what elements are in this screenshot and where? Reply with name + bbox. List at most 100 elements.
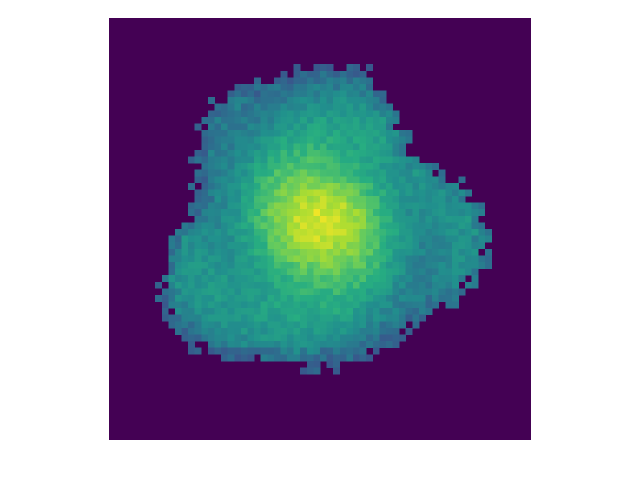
heatmap-pixel (201, 294, 209, 302)
heatmap-pixel (320, 281, 327, 289)
heatmap-pixel (273, 347, 281, 355)
heatmap-pixel (359, 156, 367, 164)
heatmap-pixel (359, 176, 367, 184)
heatmap-pixel (313, 189, 321, 197)
heatmap-pixel (320, 116, 327, 124)
heatmap-pixel (320, 156, 327, 164)
heatmap-pixel (320, 123, 327, 131)
heatmap-pixel (465, 261, 473, 269)
heatmap-pixel (346, 196, 354, 204)
heatmap-pixel (313, 70, 321, 78)
heatmap-pixel (405, 268, 413, 276)
heatmap-pixel (359, 261, 367, 269)
heatmap-pixel (168, 248, 176, 256)
heatmap-pixel (207, 123, 215, 131)
heatmap-pixel (240, 182, 248, 190)
heatmap-pixel (260, 103, 268, 111)
heatmap-pixel (313, 103, 321, 111)
heatmap-pixel (418, 222, 426, 230)
heatmap-pixel (280, 77, 288, 85)
heatmap-pixel (207, 294, 215, 302)
heatmap-pixel (260, 189, 268, 197)
heatmap-pixel (227, 209, 235, 217)
heatmap-pixel (188, 222, 196, 230)
heatmap-pixel (221, 176, 229, 184)
heatmap-pixel (359, 97, 367, 105)
heatmap-pixel (300, 255, 308, 263)
heatmap-pixel (412, 222, 420, 230)
heatmap-pixel (221, 189, 229, 197)
heatmap-pixel (260, 268, 268, 276)
heatmap-pixel (306, 163, 314, 171)
heatmap-pixel (359, 116, 367, 124)
heatmap-pixel (188, 229, 196, 236)
heatmap-pixel (234, 308, 242, 316)
heatmap-pixel (254, 90, 262, 98)
heatmap-pixel (207, 136, 215, 144)
heatmap-pixel (247, 268, 255, 276)
heatmap-pixel (227, 143, 235, 151)
heatmap-pixel (221, 327, 229, 335)
heatmap-pixel (320, 196, 327, 204)
heatmap-pixel (313, 314, 321, 322)
heatmap-pixel (207, 334, 215, 342)
heatmap-pixel (352, 301, 360, 309)
heatmap-pixel (201, 229, 209, 236)
heatmap-pixel (207, 229, 215, 236)
heatmap-pixel (300, 229, 308, 236)
heatmap-pixel (188, 288, 196, 296)
heatmap-pixel (201, 255, 209, 263)
heatmap-pixel (254, 149, 262, 157)
heatmap-pixel (366, 268, 374, 276)
heatmap-pixel (234, 97, 242, 105)
heatmap-pixel (359, 268, 367, 276)
heatmap-pixel (346, 110, 354, 118)
heatmap-pixel (372, 334, 380, 342)
heatmap-pixel (346, 327, 354, 335)
heatmap-pixel (352, 182, 360, 190)
heatmap-pixel (300, 341, 308, 349)
heatmap-pixel (379, 202, 387, 210)
heatmap-pixel (273, 83, 281, 91)
heatmap-pixel (379, 143, 387, 151)
heatmap-pixel (445, 288, 453, 296)
heatmap-pixel (326, 163, 334, 171)
heatmap-pixel (273, 123, 281, 131)
heatmap-pixel (333, 136, 341, 144)
heatmap-pixel (260, 209, 268, 217)
heatmap-pixel (247, 149, 255, 157)
heatmap-pixel (412, 209, 420, 217)
heatmap-pixel (254, 275, 262, 283)
heatmap-pixel (445, 196, 453, 204)
heatmap-pixel (392, 334, 400, 342)
heatmap-pixel (161, 275, 169, 283)
heatmap-pixel (227, 130, 235, 138)
heatmap-pixel (425, 235, 433, 243)
heatmap-pixel (201, 143, 209, 151)
heatmap-pixel (372, 209, 380, 217)
heatmap-pixel (313, 301, 321, 309)
heatmap-pixel (478, 261, 486, 269)
heatmap-pixel (300, 281, 308, 289)
heatmap-pixel (320, 294, 327, 302)
heatmap-pixel (293, 327, 301, 335)
heatmap-pixel (346, 64, 354, 72)
heatmap-pixel (287, 77, 295, 85)
heatmap-pixel (207, 202, 215, 210)
heatmap-pixel (188, 294, 196, 302)
heatmap-pixel (221, 103, 229, 111)
heatmap-pixel (313, 229, 321, 236)
heatmap-pixel (392, 143, 400, 151)
heatmap-pixel (300, 169, 308, 177)
heatmap-pixel (445, 281, 453, 289)
heatmap-pixel (227, 301, 235, 309)
heatmap-pixel (280, 321, 288, 329)
heatmap-pixel (267, 288, 275, 296)
heatmap-pixel (207, 341, 215, 349)
heatmap-pixel (326, 327, 334, 335)
heatmap-pixel (320, 354, 327, 362)
heatmap-pixel (372, 229, 380, 236)
heatmap-pixel (339, 268, 347, 276)
heatmap-pixel (366, 196, 374, 204)
